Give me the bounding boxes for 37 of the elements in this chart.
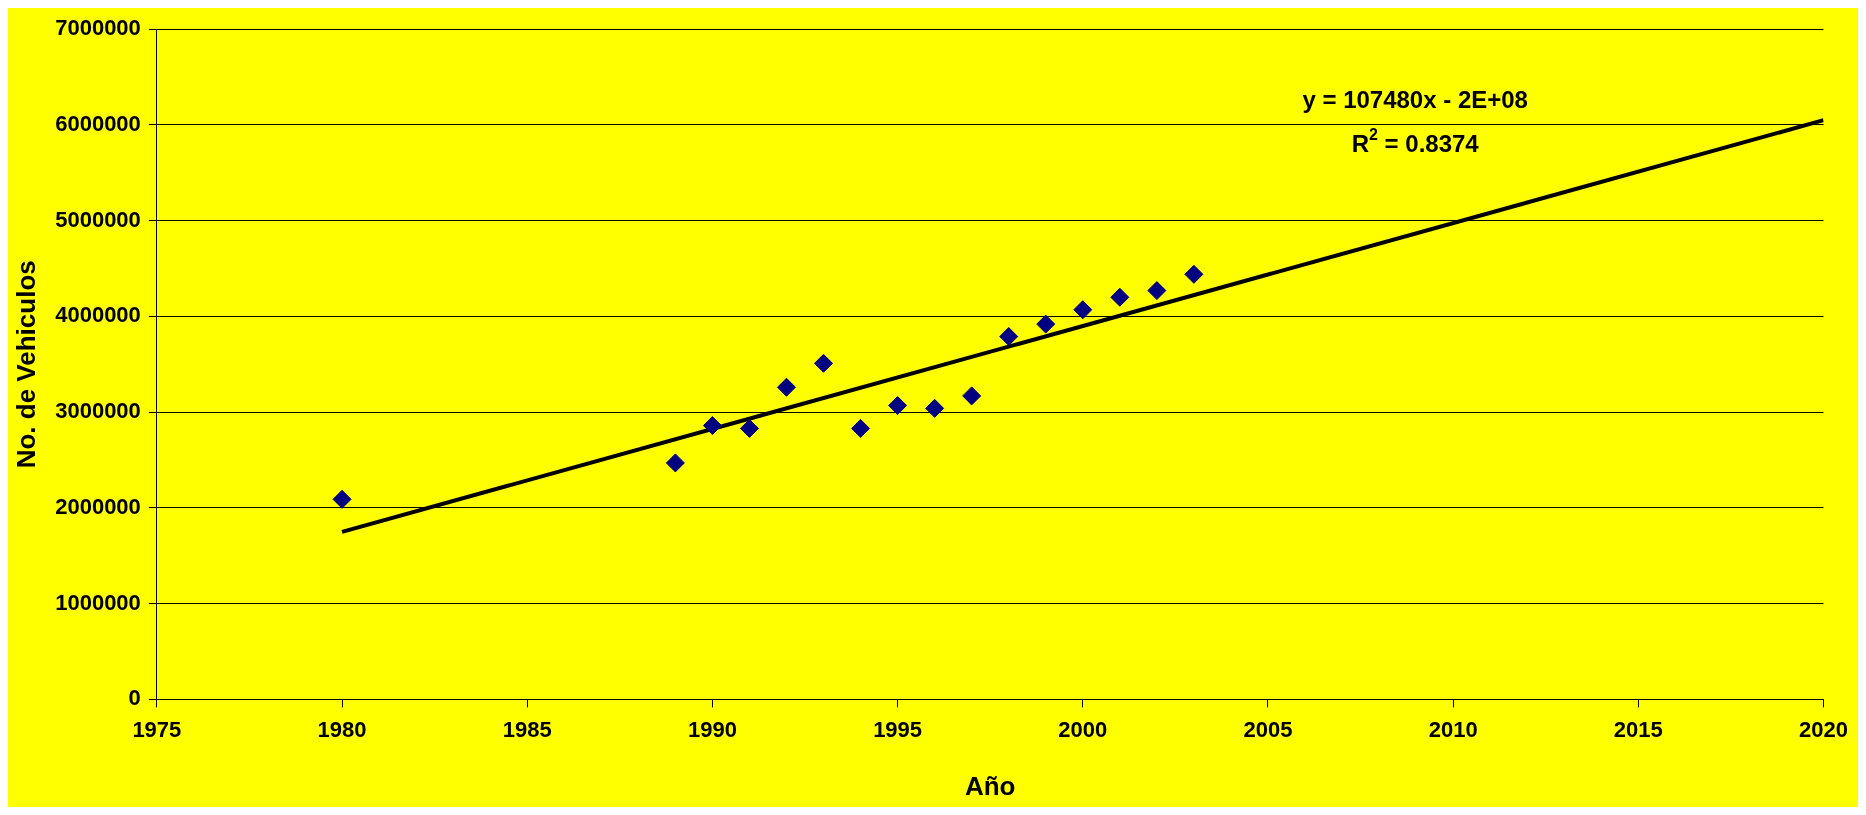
x-tick-label: 1985 [502, 716, 552, 742]
annotation: y = 107480x - 2E+08 [1302, 85, 1528, 113]
x-tick-label: 2010 [1428, 716, 1478, 742]
y-axis-title: No. de Vehiculos [10, 260, 41, 469]
x-tick-label: 2005 [1243, 716, 1293, 742]
x-axis-title: Año [964, 770, 1016, 801]
y-tick-label: 3000000 [55, 398, 141, 424]
point [888, 395, 908, 415]
x-tick-label: 2000 [1058, 716, 1108, 742]
point [851, 418, 871, 438]
point [332, 489, 352, 509]
point [1184, 264, 1204, 284]
y-tick-label: 4000000 [55, 302, 141, 328]
x-tick-label: 2020 [1799, 716, 1849, 742]
y-tick-label: 0 [128, 685, 141, 711]
point [1036, 314, 1056, 334]
y-tick-label: 6000000 [55, 111, 141, 137]
x-tick-label: 1975 [132, 716, 182, 742]
y-tick-label: 2000000 [55, 493, 141, 519]
y-tick-label: 7000000 [55, 15, 141, 41]
point [925, 398, 945, 418]
point [1110, 287, 1130, 307]
point [1147, 281, 1167, 301]
point [1073, 300, 1093, 320]
x-tick-label: 1990 [687, 716, 737, 742]
y-tick-label: 5000000 [55, 206, 141, 232]
y-tick-label: 1000000 [55, 589, 141, 615]
point [739, 418, 759, 438]
point [776, 377, 796, 397]
point [962, 386, 982, 406]
point [814, 353, 834, 373]
x-tick-label: 1995 [873, 716, 923, 742]
point [999, 327, 1019, 347]
x-tick-label: 2015 [1613, 716, 1663, 742]
x-tick-label: 1980 [317, 716, 367, 742]
point [702, 416, 722, 436]
point [665, 453, 685, 473]
